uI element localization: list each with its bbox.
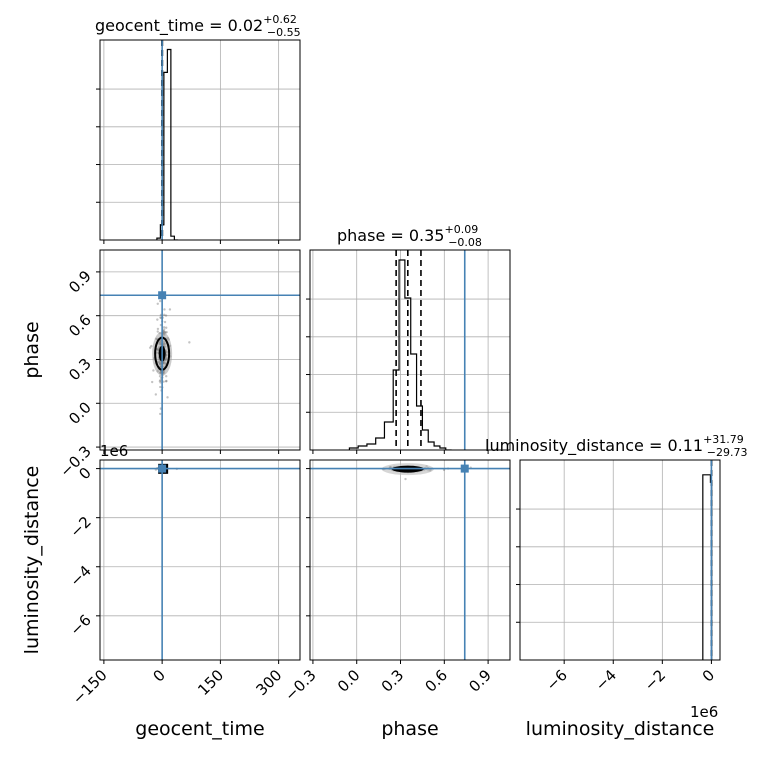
ylabel-phase: phase [21, 321, 43, 378]
sample-point [165, 330, 168, 334]
panel-frame [519, 459, 721, 661]
sample-point [165, 374, 168, 378]
panel-frame [309, 459, 511, 661]
sample-point [165, 379, 168, 383]
sample-point [163, 320, 167, 324]
panel-frame [99, 249, 301, 451]
panel-content [310, 460, 510, 660]
sample-point [158, 379, 162, 383]
sample-point [150, 380, 154, 384]
sample-point [166, 396, 169, 399]
y-tick-label: −6 [66, 611, 94, 639]
sample-point [168, 308, 172, 311]
x-tick-label: 150 [194, 666, 227, 699]
histogram-luminosity_distance [702, 474, 713, 660]
truth-marker [158, 464, 167, 473]
sample-point [164, 314, 168, 317]
sample-point [156, 327, 160, 331]
sample-point [156, 302, 159, 305]
x-tick-label: 0 [699, 666, 718, 685]
sample-point [165, 326, 168, 329]
sample-point [159, 381, 162, 384]
x-tick-label: 0.0 [334, 666, 364, 696]
panel-luminosity_distance-phase [306, 459, 511, 664]
sample-point [163, 308, 166, 311]
sample-point [148, 346, 152, 349]
y-tick-label: 0.3 [65, 355, 95, 385]
panel-content [100, 460, 300, 660]
sample-point [159, 316, 162, 319]
sample-point [164, 380, 168, 383]
sample-point [162, 380, 165, 383]
panel-phase-phase [306, 249, 511, 454]
y-tick-label: 0 [75, 464, 94, 483]
x-tick-label: 0.6 [422, 666, 452, 696]
x-tick-label: −4 [592, 666, 620, 694]
x-tick-label: 300 [252, 666, 285, 699]
offset-text-x-luminosity-distance: 1e6 [690, 703, 718, 721]
sample-point [156, 330, 159, 333]
title-luminosity-distance: luminosity_distance = 0.11+31.79 −29.73 [485, 433, 748, 459]
ylabel-luminosity-distance: luminosity_distance [21, 466, 43, 655]
x-tick-label: −150 [69, 666, 111, 708]
x-tick-label: 0.3 [378, 666, 408, 696]
y-tick-label: 0.0 [65, 398, 95, 428]
panel-luminosity_distance-geocent_time [96, 459, 301, 664]
panel-luminosity_distance-luminosity_distance [516, 459, 721, 664]
truth-marker [460, 464, 469, 473]
histogram-geocent_time [156, 48, 178, 240]
xlabel-luminosity-distance: luminosity_distance [526, 718, 715, 740]
xlabel-phase: phase [381, 718, 438, 740]
y-tick-label: −4 [66, 562, 94, 590]
x-tick-label: 0.9 [465, 666, 495, 696]
sample-point [156, 318, 159, 321]
panel-content [100, 250, 300, 450]
panel-content [348, 250, 466, 450]
sample-point [158, 374, 162, 378]
x-tick-label: −2 [641, 666, 669, 694]
sample-point [154, 393, 158, 396]
y-tick-label: 0.9 [65, 267, 95, 297]
title-geocent-time: geocent_time = 0.02+0.62 −0.55 [95, 13, 301, 39]
sample-point [162, 313, 166, 317]
sample-point [162, 328, 166, 331]
x-tick-label: −6 [543, 666, 571, 694]
sample-point [404, 477, 407, 481]
sample-point [159, 385, 162, 389]
sample-point [159, 299, 162, 303]
panel-frame [309, 249, 511, 451]
panel-frame [99, 459, 301, 661]
x-tick-label: 0 [149, 666, 168, 685]
panel-phase-geocent_time [96, 249, 301, 454]
histogram-phase [348, 259, 452, 450]
panel-content [702, 460, 713, 660]
y-tick-label: −2 [66, 513, 94, 541]
sample-point [159, 412, 162, 416]
title-phase: phase = 0.35+0.09 −0.08 [337, 223, 482, 249]
sample-point [188, 341, 191, 344]
xlabel-geocent-time: geocent_time [135, 718, 264, 740]
sample-point [162, 326, 166, 329]
y-tick-label: 0.6 [65, 311, 95, 341]
panel-frame [99, 39, 301, 241]
panel-geocent_time-geocent_time [96, 39, 301, 244]
sample-point [159, 378, 162, 382]
panel-content [156, 40, 178, 240]
offset-text-y-luminosity-distance: 1e6 [100, 442, 128, 460]
sample-point [152, 369, 155, 372]
truth-marker [158, 291, 167, 300]
x-tick-label: −0.3 [281, 666, 319, 704]
sample-point [150, 344, 153, 348]
